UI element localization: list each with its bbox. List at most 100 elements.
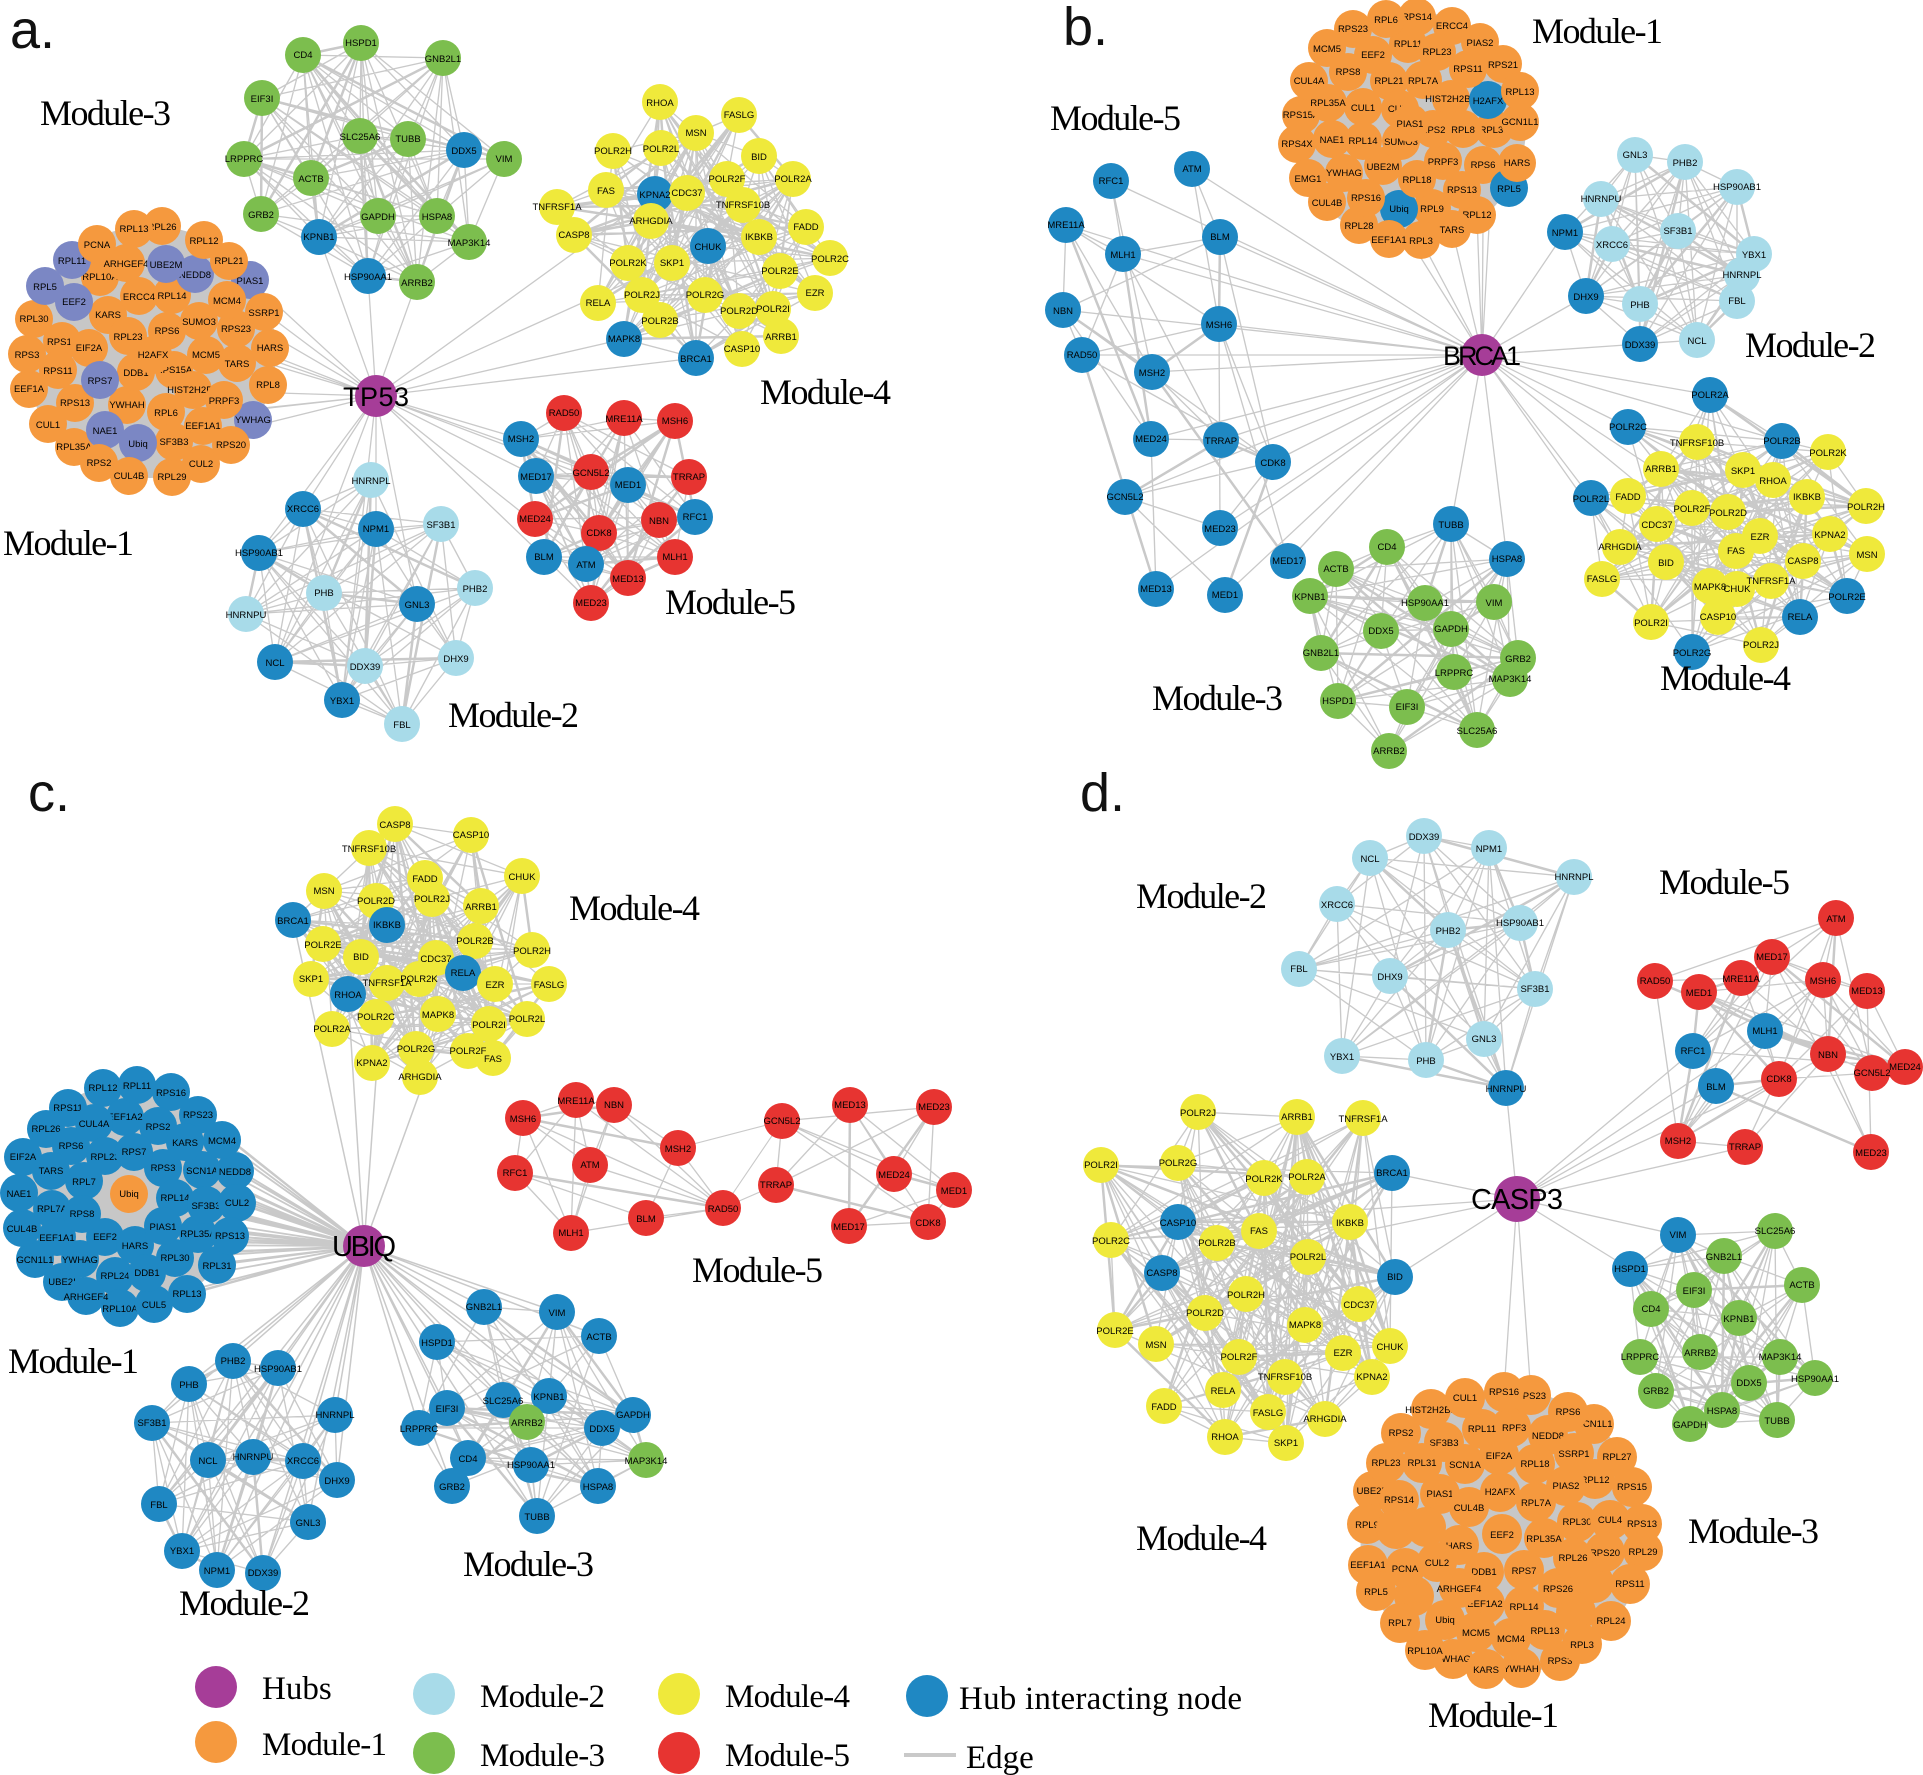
svg-text:EIF3I: EIF3I <box>1396 702 1419 713</box>
svg-text:POLR2H: POLR2H <box>594 146 632 157</box>
svg-text:YBX1: YBX1 <box>1330 1052 1354 1063</box>
svg-text:MED13: MED13 <box>612 574 644 585</box>
svg-text:MAPK8: MAPK8 <box>608 334 640 345</box>
svg-text:MED24: MED24 <box>878 1170 910 1181</box>
svg-text:ATM: ATM <box>576 560 595 571</box>
svg-text:RPL7: RPL7 <box>72 1177 96 1188</box>
svg-text:NCL: NCL <box>1360 854 1379 865</box>
svg-text:RHOA: RHOA <box>334 990 362 1001</box>
svg-text:CHUK: CHUK <box>509 872 537 883</box>
svg-text:DDX5: DDX5 <box>1736 1378 1761 1389</box>
svg-text:HSP90AB1: HSP90AB1 <box>235 548 283 559</box>
svg-text:Module-5: Module-5 <box>1050 98 1181 138</box>
svg-text:PHB: PHB <box>179 1380 199 1391</box>
svg-text:LRPPRC: LRPPRC <box>1621 1352 1660 1363</box>
svg-text:HNRNPL: HNRNPL <box>351 476 390 487</box>
svg-text:POLR2A: POLR2A <box>774 174 812 185</box>
svg-text:POLR2H: POLR2H <box>1227 1290 1265 1301</box>
svg-text:EMG1: EMG1 <box>1295 174 1322 185</box>
svg-text:BRCA1: BRCA1 <box>277 916 309 927</box>
svg-text:POLR2L: POLR2L <box>1290 1252 1326 1263</box>
svg-text:FAS: FAS <box>597 186 615 197</box>
svg-text:RPL23: RPL23 <box>90 1152 119 1163</box>
svg-text:CUL4A: CUL4A <box>1294 76 1325 87</box>
svg-text:EEF2: EEF2 <box>62 297 86 308</box>
svg-text:HIST2H2BE: HIST2H2BE <box>167 385 219 396</box>
svg-text:RPL6: RPL6 <box>1374 15 1398 26</box>
svg-text:POLR2C: POLR2C <box>811 254 849 265</box>
svg-text:Module-1: Module-1 <box>3 523 134 563</box>
svg-text:DHX9: DHX9 <box>1377 972 1402 983</box>
svg-text:HNRNPU: HNRNPU <box>233 1452 274 1463</box>
svg-text:POLR2E: POLR2E <box>304 940 342 951</box>
svg-text:FADD: FADD <box>1615 492 1640 503</box>
svg-text:CASP10: CASP10 <box>724 344 760 355</box>
svg-text:c.: c. <box>28 763 70 823</box>
svg-text:RPL9: RPL9 <box>1355 1520 1379 1531</box>
svg-text:MSH6: MSH6 <box>1206 320 1232 331</box>
svg-text:SF3B1: SF3B1 <box>137 1418 166 1429</box>
svg-text:RPL7: RPL7 <box>1388 1618 1412 1629</box>
svg-text:Module-3: Module-3 <box>480 1738 605 1774</box>
svg-text:POLR2I: POLR2I <box>756 304 790 315</box>
svg-text:KPNA2: KPNA2 <box>1356 1372 1387 1383</box>
svg-text:NEDD8: NEDD8 <box>179 270 211 281</box>
svg-text:RPL8: RPL8 <box>256 380 280 391</box>
svg-text:FADD: FADD <box>412 874 437 885</box>
svg-text:Module-3: Module-3 <box>1688 1511 1819 1551</box>
svg-text:CDK8: CDK8 <box>1260 458 1285 469</box>
svg-text:SSRP1: SSRP1 <box>248 308 279 319</box>
svg-text:MED17: MED17 <box>833 1222 865 1233</box>
svg-text:IKBKB: IKBKB <box>1793 492 1821 503</box>
svg-text:RELA: RELA <box>586 298 611 309</box>
svg-text:POLR2E: POLR2E <box>1828 592 1866 603</box>
svg-text:MED24: MED24 <box>1135 434 1167 445</box>
svg-text:RPL5: RPL5 <box>1497 184 1521 195</box>
svg-text:TP53: TP53 <box>343 382 409 412</box>
svg-text:RPL26: RPL26 <box>31 1124 60 1135</box>
svg-text:RAD50: RAD50 <box>708 1204 739 1215</box>
svg-text:RPL29: RPL29 <box>1628 1547 1657 1558</box>
svg-text:Ubiq: Ubiq <box>1435 1615 1455 1626</box>
svg-text:POLR2L: POLR2L <box>509 1014 545 1025</box>
svg-text:HSPA8: HSPA8 <box>583 1482 613 1493</box>
svg-text:POLR2G: POLR2G <box>1159 1158 1198 1169</box>
svg-text:RFC1: RFC1 <box>1681 1046 1706 1057</box>
svg-text:ARHGEF4: ARHGEF4 <box>104 259 149 270</box>
svg-text:Hub interacting node: Hub interacting node <box>959 1681 1242 1717</box>
svg-text:Ubiq: Ubiq <box>119 1189 139 1200</box>
svg-text:RPS13: RPS13 <box>1447 185 1477 196</box>
svg-text:RPS13: RPS13 <box>215 1231 245 1242</box>
svg-text:POLR2A: POLR2A <box>1288 1172 1326 1183</box>
svg-text:SCN1A: SCN1A <box>1449 1460 1481 1471</box>
svg-text:SKP1: SKP1 <box>1731 466 1755 477</box>
svg-text:MSH2: MSH2 <box>665 1144 691 1155</box>
svg-text:TNFRSF1A: TNFRSF1A <box>1338 1114 1388 1125</box>
svg-text:RPL12: RPL12 <box>189 236 218 247</box>
svg-text:GAPDH: GAPDH <box>1434 624 1468 635</box>
svg-text:RPL26: RPL26 <box>147 222 176 233</box>
svg-text:BLM: BLM <box>1706 1082 1726 1093</box>
svg-text:POLR2F: POLR2F <box>1674 504 1711 515</box>
svg-text:XRCC6: XRCC6 <box>1596 240 1628 251</box>
svg-text:Module-4: Module-4 <box>1136 1518 1267 1558</box>
svg-text:RPS15A: RPS15A <box>1283 110 1320 121</box>
svg-text:POLR2G: POLR2G <box>686 290 725 301</box>
svg-text:EIF2A: EIF2A <box>10 1152 37 1163</box>
svg-text:GRB2: GRB2 <box>248 210 274 221</box>
svg-text:RPL18: RPL18 <box>1402 175 1431 186</box>
svg-text:RPL23: RPL23 <box>1371 1458 1400 1469</box>
svg-text:RPL11: RPL11 <box>1468 1424 1496 1435</box>
svg-text:ARRB1: ARRB1 <box>1645 464 1677 475</box>
svg-text:MCM4: MCM4 <box>1497 1634 1525 1645</box>
svg-text:SKP1: SKP1 <box>299 974 323 985</box>
svg-text:UBE2I: UBE2I <box>48 1277 75 1288</box>
svg-text:YWHAG: YWHAG <box>1435 1654 1471 1665</box>
svg-text:KPNB1: KPNB1 <box>1723 1314 1754 1325</box>
svg-text:HSPD1: HSPD1 <box>345 38 377 49</box>
svg-text:SF3B3: SF3B3 <box>1429 1438 1458 1449</box>
svg-text:ERCC4: ERCC4 <box>1436 21 1468 32</box>
svg-text:MED23: MED23 <box>918 1102 950 1113</box>
svg-text:RPL23: RPL23 <box>1422 47 1451 58</box>
svg-text:Module-2: Module-2 <box>1745 325 1876 365</box>
